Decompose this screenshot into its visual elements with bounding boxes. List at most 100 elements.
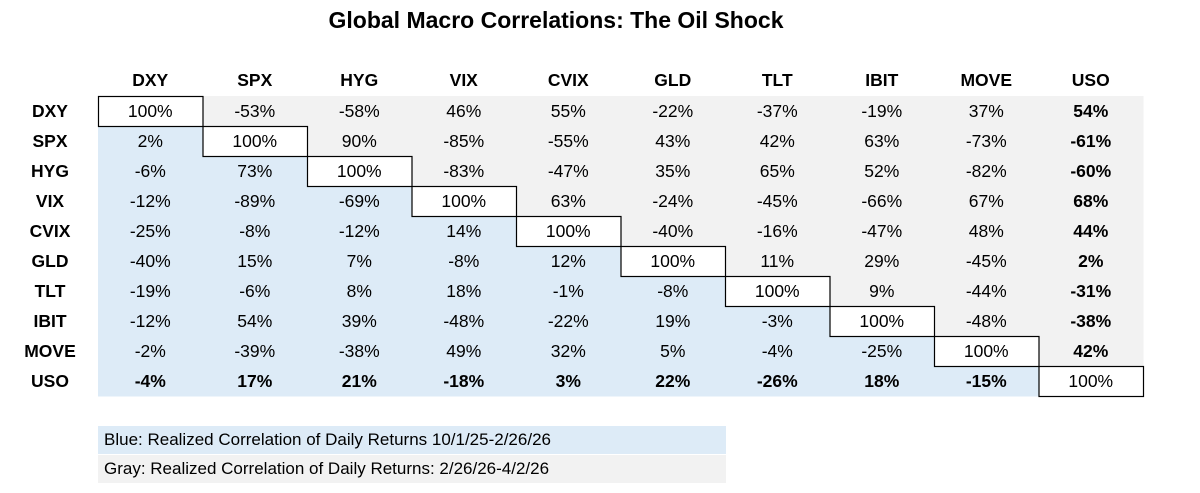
cell-value: -44% [966, 281, 1007, 301]
cell-value: 100% [232, 131, 277, 151]
cell-bg [725, 156, 830, 187]
cell-bg [620, 306, 726, 337]
cell-bg [411, 276, 517, 307]
cell-value: 12% [551, 251, 586, 271]
legend-blue: Blue: Realized Correlation of Daily Retu… [98, 426, 726, 454]
cell-value: -25% [130, 221, 171, 241]
column-header: TLT [762, 70, 793, 90]
cell-value: 63% [864, 131, 899, 151]
cell-value: -24% [652, 191, 693, 211]
cell-bg [516, 126, 621, 157]
cell-value: -37% [757, 101, 798, 121]
cell-bg [829, 276, 935, 307]
column-header: MOVE [960, 70, 1012, 90]
cell-bg [829, 306, 935, 337]
cell-value: 44% [1073, 221, 1108, 241]
cell-bg [725, 306, 830, 337]
cell-bg [202, 126, 308, 157]
cell-value: 22% [655, 371, 690, 391]
cell-bg [620, 336, 726, 367]
cell-bg [725, 216, 830, 247]
cell-value: -4% [762, 341, 793, 361]
cell-bg [1038, 306, 1144, 337]
cell-bg [98, 156, 203, 187]
cell-bg [725, 336, 830, 367]
cell-bg [1038, 216, 1144, 247]
cell-value: -12% [339, 221, 380, 241]
cell-bg [620, 366, 726, 397]
cell-value: 100% [546, 221, 591, 241]
diagonal-box [202, 125, 309, 158]
column-header: GLD [654, 70, 691, 90]
cell-bg [516, 246, 621, 277]
cell-bg [934, 336, 1039, 367]
cell-bg [202, 366, 308, 397]
cell-value: -16% [757, 221, 798, 241]
cell-bg [98, 276, 203, 307]
chart-title: Global Macro Correlations: The Oil Shock [328, 7, 784, 33]
cell-value: 8% [347, 281, 372, 301]
cell-value: 90% [342, 131, 377, 151]
cell-value: 9% [869, 281, 894, 301]
cell-value: 2% [1078, 251, 1104, 271]
diagonal-box [724, 275, 831, 308]
cell-bg [202, 246, 308, 277]
cell-bg [307, 336, 412, 367]
cell-value: 15% [237, 251, 272, 271]
cell-value: -19% [861, 101, 902, 121]
cell-value: 54% [237, 311, 272, 331]
cell-value: 19% [655, 311, 690, 331]
cell-value: 43% [655, 131, 690, 151]
cell-bg [202, 336, 308, 367]
cell-bg [307, 246, 412, 277]
diagonal-box [306, 155, 413, 188]
cell-value: -19% [130, 281, 171, 301]
cell-bg [411, 216, 517, 247]
cell-bg [516, 216, 621, 247]
cell-bg [411, 366, 517, 397]
cell-value: -6% [135, 161, 166, 181]
cell-value: -61% [1070, 131, 1111, 151]
cell-value: -85% [443, 131, 484, 151]
cell-bg [934, 246, 1039, 277]
cell-value: 100% [1068, 371, 1113, 391]
cell-value: -26% [757, 371, 798, 391]
cell-value: 100% [859, 311, 904, 331]
cell-bg [829, 156, 935, 187]
cell-bg [829, 336, 935, 367]
row-header: TLT [35, 281, 66, 301]
cell-value: -8% [239, 221, 270, 241]
cell-bg [934, 366, 1039, 397]
cell-bg [620, 126, 726, 157]
cell-value: -22% [652, 101, 693, 121]
cell-bg [202, 306, 308, 337]
cell-bg [725, 246, 830, 277]
cell-value: 17% [237, 371, 272, 391]
cell-bg [411, 96, 517, 127]
cell-value: 100% [128, 101, 173, 121]
cell-bg [1038, 96, 1144, 127]
cell-value: -45% [757, 191, 798, 211]
cell-value: 37% [969, 101, 1004, 121]
cell-value: -83% [443, 161, 484, 181]
cell-bg [516, 276, 621, 307]
cell-bg [1038, 246, 1144, 277]
cell-value: 3% [556, 371, 582, 391]
cell-bg [934, 156, 1039, 187]
cell-value: -38% [1070, 311, 1111, 331]
cell-value: -89% [234, 191, 275, 211]
cell-bg [307, 156, 412, 187]
cell-bg [1038, 276, 1144, 307]
cell-bg [98, 306, 203, 337]
cell-bg [98, 186, 203, 217]
cell-value: 7% [347, 251, 372, 271]
cell-bg [411, 186, 517, 217]
cell-bg [620, 96, 726, 127]
cell-bg [934, 276, 1039, 307]
diagonal-box [515, 215, 622, 248]
correlation-matrix: DXY SPX HYG VIX CVIX GLD TLT IBIT MOVE USO DXY SPX H… [24, 70, 1145, 398]
cell-value: -38% [339, 341, 380, 361]
cell-bg [307, 96, 412, 127]
cell-value: -48% [443, 311, 484, 331]
cell-bg [934, 186, 1039, 217]
